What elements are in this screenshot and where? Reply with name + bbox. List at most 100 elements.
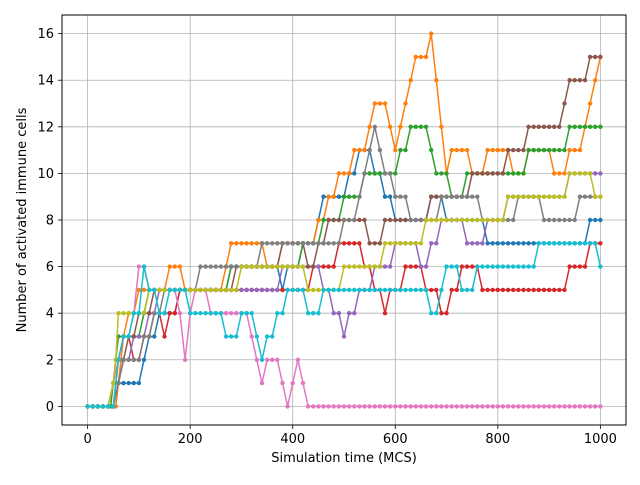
data-point [116,380,121,386]
data-point [157,311,162,316]
data-point [526,124,531,129]
data-point [470,287,475,293]
data-point [111,380,116,386]
data-point [480,217,485,223]
data-point [598,124,603,129]
data-point [352,171,357,176]
data-point [264,334,270,339]
data-point [485,264,490,269]
data-point [495,287,500,293]
data-point [552,241,557,246]
data-point [372,101,377,106]
data-point [531,264,536,269]
data-point [136,311,142,316]
data-point [352,311,357,316]
data-point [418,404,424,409]
data-point [249,241,254,246]
data-point [341,194,347,199]
data-point [382,171,388,176]
data-point [239,241,244,246]
data-point [531,241,536,246]
data-point [511,264,516,269]
data-point [434,78,439,83]
data-point [280,241,285,246]
data-point [182,357,188,362]
data-point [141,311,147,316]
data-point [116,311,121,316]
data-point [387,241,393,246]
data-point [208,264,213,269]
data-point [444,194,449,199]
data-point [526,264,531,269]
data-point [434,404,439,409]
data-point [403,194,408,199]
data-point [413,404,418,409]
data-point [485,147,490,153]
series-group [85,31,603,409]
data-point [341,241,347,246]
data-point [572,264,577,269]
data-point [90,404,96,409]
data-point [459,147,465,153]
data-point [577,171,583,176]
data-point [587,124,593,129]
data-point [275,311,280,316]
data-point [357,241,362,246]
data-point [562,287,567,293]
data-point [511,171,516,176]
data-point [126,380,131,386]
data-point [387,194,393,199]
data-point [264,264,270,269]
data-point [562,101,567,106]
data-point [593,404,598,409]
data-point [311,311,316,316]
data-point [352,217,357,223]
data-point [326,264,331,269]
data-point [229,334,234,339]
data-point [439,311,444,316]
data-point [331,311,336,316]
data-point [295,264,301,269]
data-point [439,194,444,199]
data-point [239,311,244,316]
data-point [495,404,500,409]
data-point [377,101,383,106]
data-point [295,357,301,362]
data-point [234,241,239,246]
data-point [203,311,208,316]
data-point [536,147,541,153]
x-axis-title: Simulation time (MCS) [271,451,417,466]
data-point [449,287,454,293]
data-point [311,264,316,269]
data-point [223,287,229,293]
data-point [116,357,121,362]
data-point [331,404,336,409]
data-point [218,311,224,316]
data-point [495,171,500,176]
data-point [413,217,418,223]
data-point [300,380,306,386]
data-point [316,287,321,293]
data-point [541,287,547,293]
data-point [259,264,265,269]
data-point [311,241,316,246]
data-point [516,194,521,199]
data-point [582,78,588,83]
data-point [505,171,511,176]
data-point [495,264,500,269]
data-point [341,404,347,409]
data-point [213,287,218,293]
data-point [254,264,259,269]
data-point [393,287,398,293]
data-point [475,194,480,199]
data-point [208,287,213,293]
data-point [490,264,495,269]
data-point [490,147,495,153]
data-point [526,287,531,293]
data-point [321,217,326,223]
data-point [105,404,111,409]
data-point [398,404,403,409]
data-point [188,311,193,316]
data-point [598,241,603,246]
